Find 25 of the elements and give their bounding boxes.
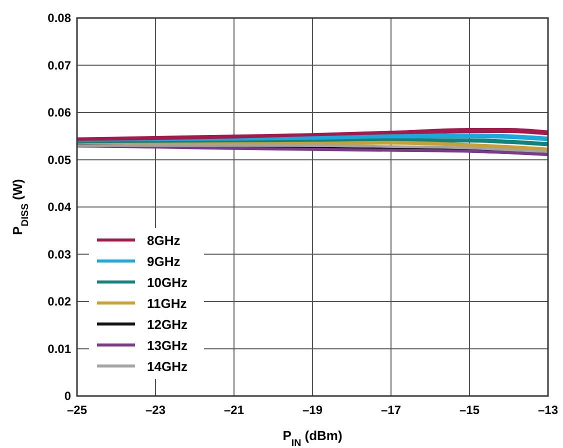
x-tick-label: –25 [66,403,88,417]
y-tick-label: 0.01 [48,342,72,356]
legend-label: 10GHz [147,275,188,290]
y-tick-label: 0.07 [48,58,72,72]
x-tick-label: –17 [380,403,402,417]
y-tick-label: 0.06 [48,106,72,120]
x-tick-label: –19 [302,403,323,417]
x-tick-label: –23 [145,403,166,417]
y-tick-label: 0.02 [48,294,72,308]
x-axis-title: P$_{IN}$ (dBm) [282,428,342,448]
x-tick-label: –21 [224,403,244,417]
legend-label: 8GHz [147,233,181,248]
x-tick-label: –13 [538,403,558,417]
y-tick-label: 0 [64,389,72,403]
legend-label: 9GHz [147,254,181,269]
legend-label: 13GHz [147,338,188,353]
line-series [76,144,550,154]
y-tick-label: 0.03 [48,247,72,262]
y-tick-label: 0.05 [48,152,72,167]
y-tick-label: 0.04 [48,200,72,214]
legend-label: 12GHz [147,317,188,332]
legend-label: 14GHz [147,359,188,374]
y-tick-label: 0.08 [48,11,72,25]
x-tick-label: –15 [459,403,480,417]
legend-label: 11GHz [147,296,188,311]
